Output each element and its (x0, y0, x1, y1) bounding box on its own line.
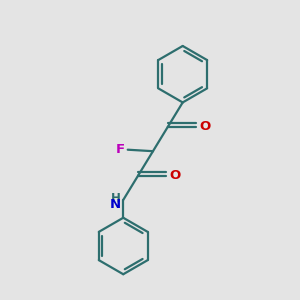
Text: O: O (199, 120, 210, 133)
Text: O: O (169, 169, 181, 182)
Text: F: F (116, 143, 125, 156)
Text: H: H (111, 192, 121, 205)
Text: N: N (110, 198, 121, 211)
